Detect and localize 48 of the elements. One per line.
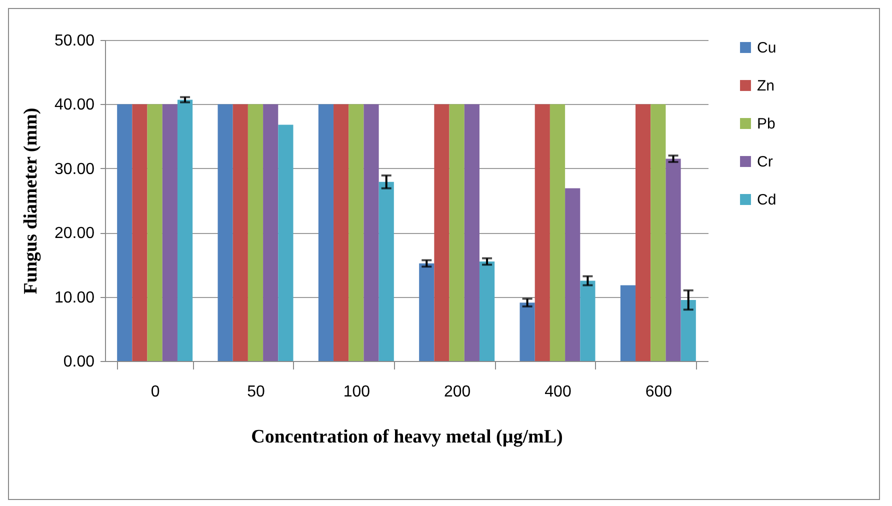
bar bbox=[434, 104, 450, 361]
bar bbox=[520, 302, 535, 361]
legend-label: Pb bbox=[757, 116, 776, 132]
bar bbox=[580, 280, 596, 361]
x-tick-label: 100 bbox=[343, 384, 370, 400]
bar bbox=[636, 104, 651, 361]
bar bbox=[419, 263, 434, 361]
bar bbox=[534, 104, 550, 361]
bar bbox=[620, 285, 636, 361]
bar bbox=[318, 104, 334, 361]
y-tick-label: 30.00 bbox=[54, 160, 95, 178]
bar bbox=[378, 182, 394, 361]
bar bbox=[263, 104, 278, 361]
legend-label: Cr bbox=[757, 154, 773, 170]
bar bbox=[218, 104, 233, 361]
bar bbox=[162, 104, 178, 361]
bar bbox=[147, 104, 162, 361]
x-tick-label: 400 bbox=[544, 384, 572, 400]
x-tick-label: 0 bbox=[150, 384, 160, 400]
legend-label: Cd bbox=[757, 192, 776, 208]
bar bbox=[132, 104, 148, 361]
bar bbox=[680, 300, 696, 361]
y-axis-title: Fungus diameter (mm) bbox=[20, 108, 42, 294]
y-tick-label: 20.00 bbox=[54, 225, 95, 242]
bar bbox=[449, 104, 464, 361]
x-tick-label: 50 bbox=[247, 384, 265, 400]
bar bbox=[464, 104, 480, 361]
bar bbox=[348, 104, 364, 361]
y-tick-label: 10.00 bbox=[54, 289, 95, 306]
bar bbox=[666, 158, 681, 361]
legend-label: Cu bbox=[757, 40, 776, 56]
y-tick-label: 50.00 bbox=[54, 32, 95, 50]
bar bbox=[248, 104, 264, 361]
bar bbox=[334, 104, 349, 361]
x-axis-title: Concentration of heavy metal (µg/mL) bbox=[251, 426, 563, 448]
bar bbox=[565, 188, 580, 361]
bar bbox=[650, 104, 666, 361]
bar bbox=[232, 104, 248, 361]
legend-label: Zn bbox=[757, 78, 775, 94]
x-tick-label: 200 bbox=[444, 384, 471, 400]
bar bbox=[479, 261, 495, 361]
y-tick-label: 0.00 bbox=[63, 354, 95, 370]
y-tick-label: 40.00 bbox=[54, 96, 95, 114]
bar bbox=[278, 124, 294, 361]
x-tick-label: 600 bbox=[645, 384, 672, 400]
bar bbox=[117, 104, 132, 361]
bar bbox=[364, 104, 379, 361]
bar bbox=[550, 104, 566, 361]
